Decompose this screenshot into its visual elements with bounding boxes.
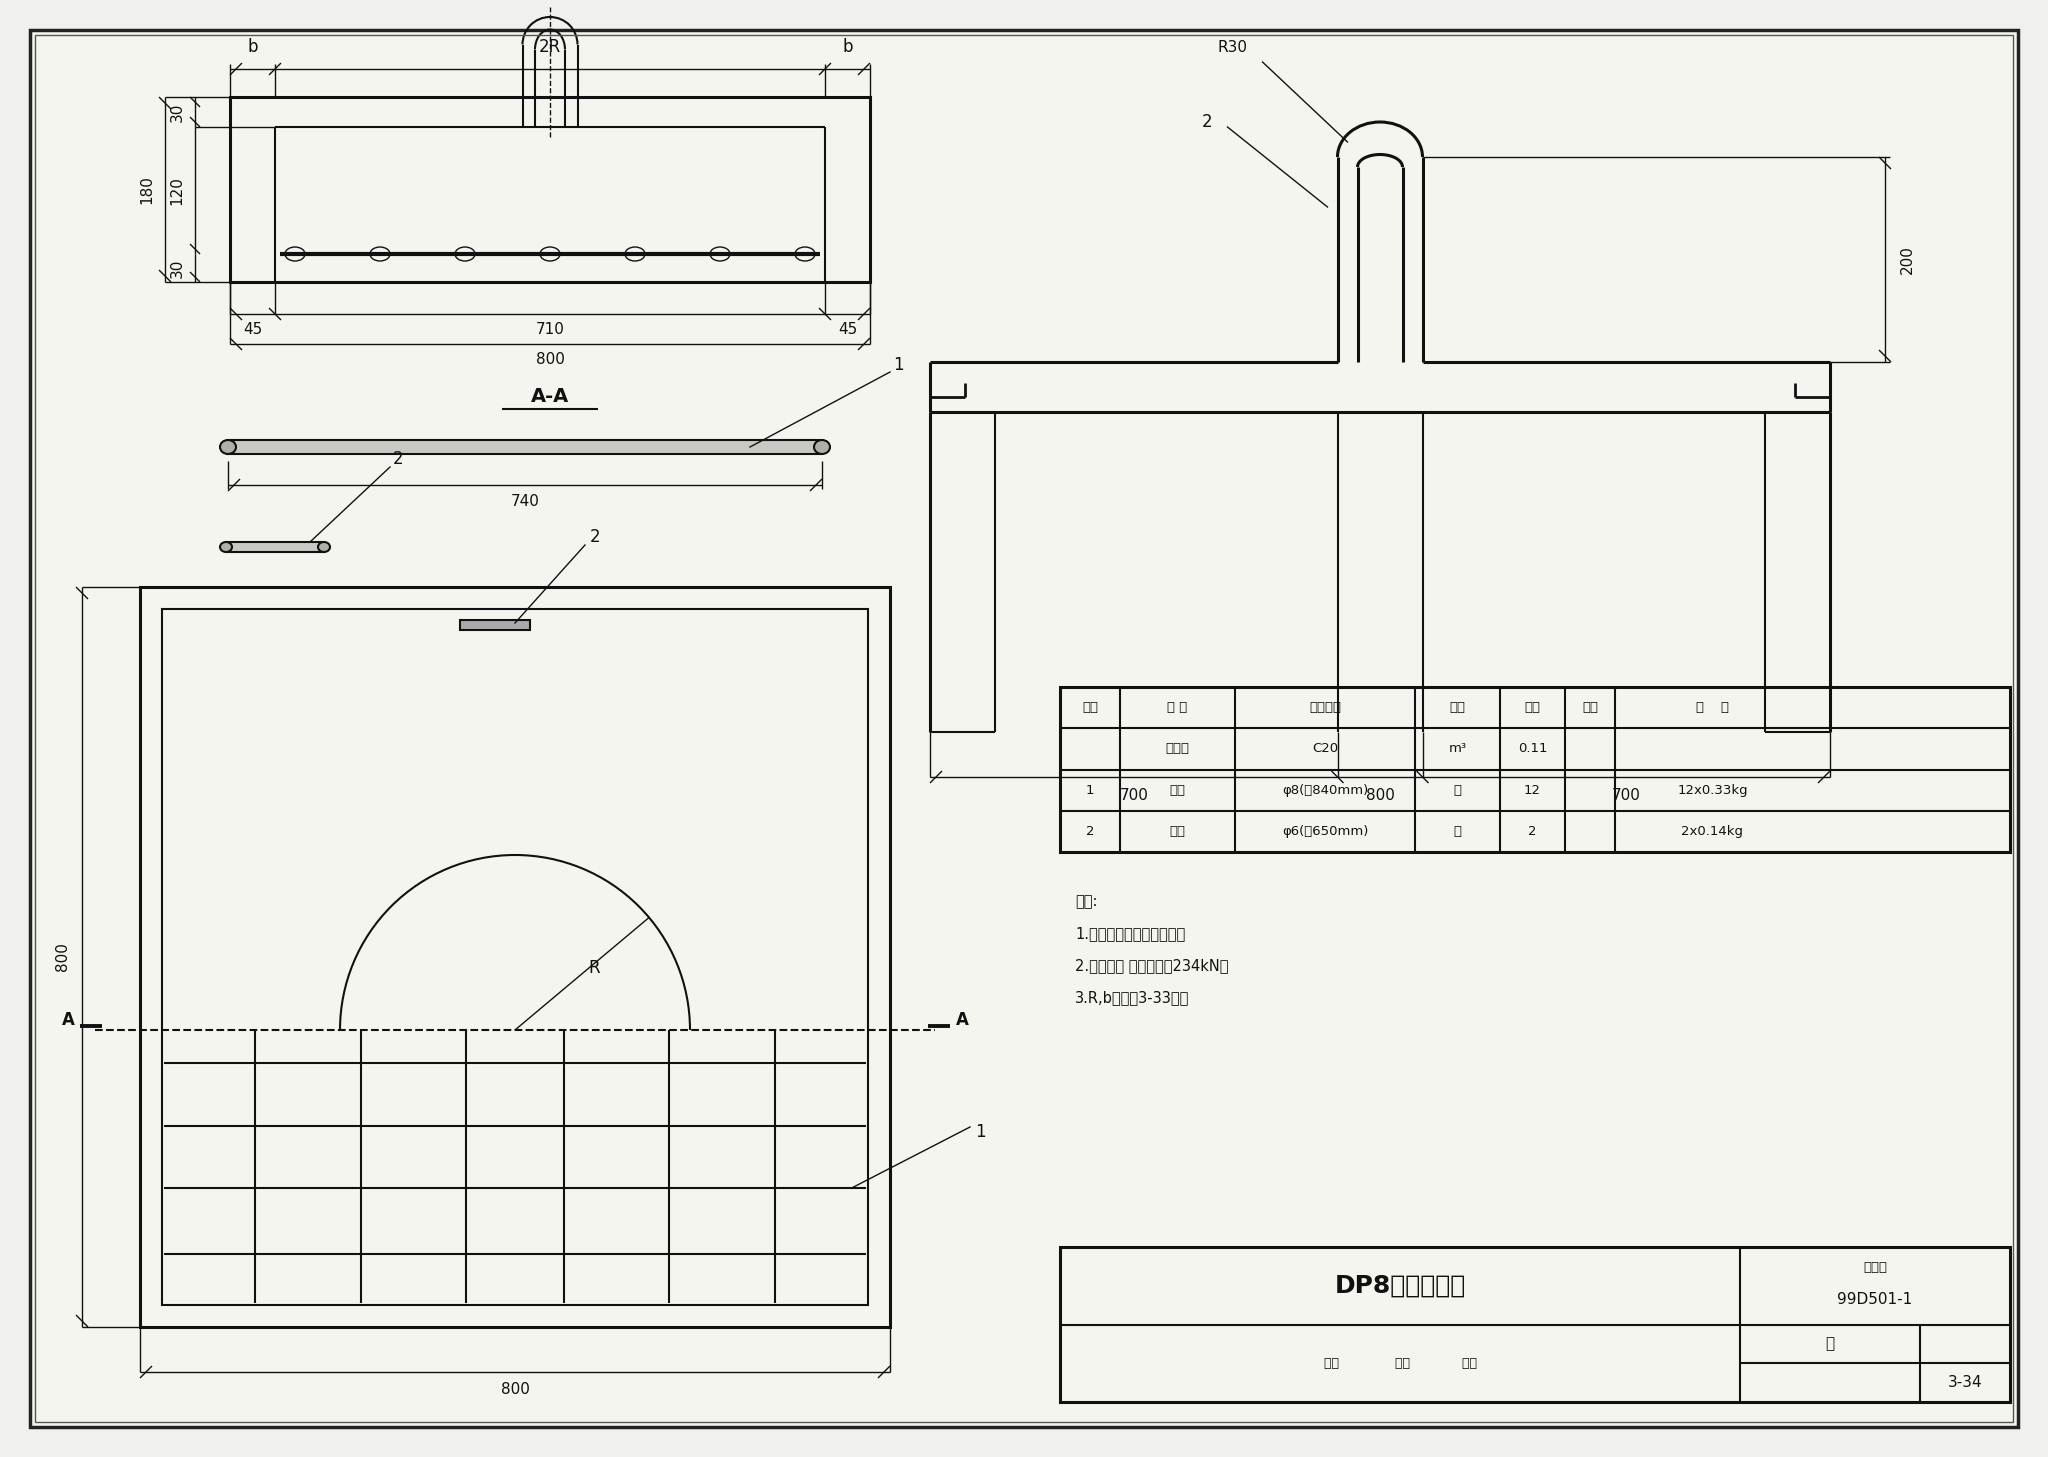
Text: 99D501-1: 99D501-1 [1837, 1292, 1913, 1307]
Ellipse shape [813, 440, 829, 455]
Bar [1061, 1247, 2009, 1402]
Text: A: A [61, 1011, 74, 1029]
Text: 2: 2 [393, 450, 403, 468]
Text: R30: R30 [1217, 39, 1247, 54]
Bar [139, 587, 891, 1327]
Text: b: b [248, 38, 258, 55]
Ellipse shape [317, 542, 330, 552]
Text: 备    注: 备 注 [1696, 701, 1729, 714]
Text: 图集号: 图集号 [1864, 1262, 1886, 1275]
Text: 3.R,b尺寸见3-33图。: 3.R,b尺寸见3-33图。 [1075, 991, 1190, 1005]
Text: 180: 180 [139, 175, 154, 204]
Text: DP8底盘大样图: DP8底盘大样图 [1335, 1273, 1466, 1298]
Text: b: b [842, 38, 852, 55]
Text: 说明:: 说明: [1075, 895, 1098, 909]
Text: 12: 12 [1524, 784, 1540, 797]
Text: A-A: A-A [530, 388, 569, 407]
Text: 2: 2 [1528, 825, 1536, 838]
Text: φ6(长650mm): φ6(长650mm) [1282, 825, 1368, 838]
Text: 1: 1 [975, 1123, 985, 1141]
Text: R: R [588, 959, 600, 978]
Text: 30: 30 [170, 258, 184, 278]
Text: 12x0.33kg: 12x0.33kg [1677, 784, 1747, 797]
Text: 2x0.14kg: 2x0.14kg [1681, 825, 1743, 838]
Text: m³: m³ [1448, 743, 1466, 755]
Text: 2: 2 [1085, 825, 1094, 838]
Text: 2: 2 [590, 527, 600, 546]
Bar [225, 542, 324, 552]
Text: C20: C20 [1313, 743, 1337, 755]
Text: φ8(长840mm): φ8(长840mm) [1282, 784, 1368, 797]
Text: 2: 2 [1202, 114, 1212, 131]
Text: 3-34: 3-34 [1948, 1375, 1982, 1390]
Text: 页: 页 [1825, 1336, 1835, 1352]
Text: 审核              校对             设计: 审核 校对 设计 [1323, 1356, 1477, 1370]
Text: 页次: 页次 [1581, 701, 1597, 714]
Text: 2R: 2R [539, 38, 561, 55]
Text: 1: 1 [893, 356, 903, 374]
Text: A: A [956, 1011, 969, 1029]
Ellipse shape [219, 542, 231, 552]
Text: 型号规格: 型号规格 [1309, 701, 1341, 714]
Text: 45: 45 [244, 322, 262, 338]
Text: 45: 45 [838, 322, 858, 338]
Ellipse shape [219, 440, 236, 455]
Text: 根: 根 [1454, 784, 1462, 797]
Text: 710: 710 [537, 322, 565, 338]
Text: 700: 700 [1612, 787, 1640, 803]
Text: 200: 200 [1898, 245, 1915, 274]
Bar [229, 98, 870, 283]
Text: 名 称: 名 称 [1167, 701, 1188, 714]
Text: 800: 800 [55, 943, 70, 972]
Text: 混凝土: 混凝土 [1165, 743, 1190, 755]
Text: 个: 个 [1454, 825, 1462, 838]
Text: 800: 800 [1366, 787, 1395, 803]
Bar [162, 609, 868, 1305]
Bar [461, 621, 530, 629]
Text: 吊环: 吊环 [1169, 825, 1186, 838]
Text: 740: 740 [510, 494, 539, 510]
Text: 120: 120 [170, 176, 184, 205]
Text: 钢筋: 钢筋 [1169, 784, 1186, 797]
Text: 1.吊环与钢筋应绑牢扎好。: 1.吊环与钢筋应绑牢扎好。 [1075, 927, 1186, 941]
Text: 800: 800 [500, 1383, 530, 1397]
Text: 数量: 数量 [1524, 701, 1540, 714]
Bar [1061, 688, 2009, 852]
Text: 1: 1 [1085, 784, 1094, 797]
Text: 0.11: 0.11 [1518, 743, 1546, 755]
Text: 单位: 单位 [1450, 701, 1466, 714]
Text: 800: 800 [537, 353, 565, 367]
Text: 编号: 编号 [1081, 701, 1098, 714]
Bar [227, 440, 821, 455]
Text: 700: 700 [1120, 787, 1149, 803]
Text: 30: 30 [170, 102, 184, 122]
Text: 2.底盘强度 极限下压力234kN。: 2.底盘强度 极限下压力234kN。 [1075, 959, 1229, 973]
